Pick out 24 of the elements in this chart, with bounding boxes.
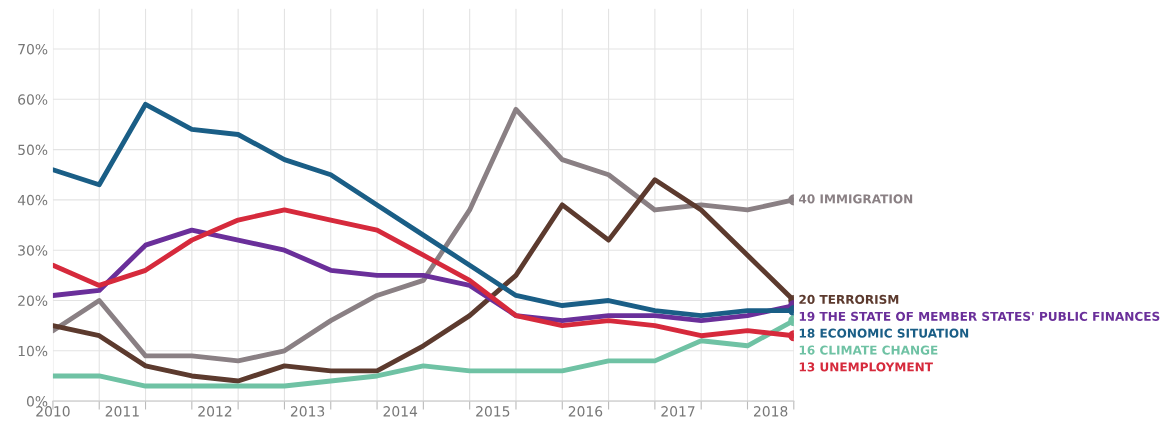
y-tick-label: 20% [18, 295, 48, 306]
x-tick-label: 2018 [753, 406, 788, 417]
text: 20 TERRORISM [799, 294, 899, 305]
x-tick-label: 2012 [198, 406, 232, 417]
x-tick-label: 2014 [383, 406, 418, 417]
text: 13 UNEMPLOYMENT [799, 362, 933, 372]
y-tick-label: 40% [17, 194, 48, 206]
y-tick-label: 30% [18, 245, 48, 256]
y-tick-label: 60% [18, 94, 48, 105]
y-tick-label: 10% [18, 345, 48, 357]
text: 18 ECONOMIC SITUATION [799, 328, 969, 338]
y-tick-label: 70% [18, 43, 48, 55]
line-series [52, 177, 794, 384]
x-tick-label: 2017 [661, 406, 695, 417]
text: 40 IMMIGRATION [798, 194, 913, 204]
x-tick-label: 2011 [105, 406, 139, 417]
x-tick-label: 2013 [290, 406, 325, 417]
x-tick-label: 2016 [568, 406, 603, 417]
x-tick-label: 2015 [476, 406, 510, 417]
y-tick-label: 50% [18, 144, 48, 156]
text: 19 THE STATE OF MEMBER STATES' PUBLIC FINANCES [799, 311, 1160, 321]
text: 16 CLIMATE CHANGE [799, 345, 938, 355]
y-tick-label: 0% [26, 396, 48, 407]
x-tick-label: 2010 [36, 406, 70, 417]
